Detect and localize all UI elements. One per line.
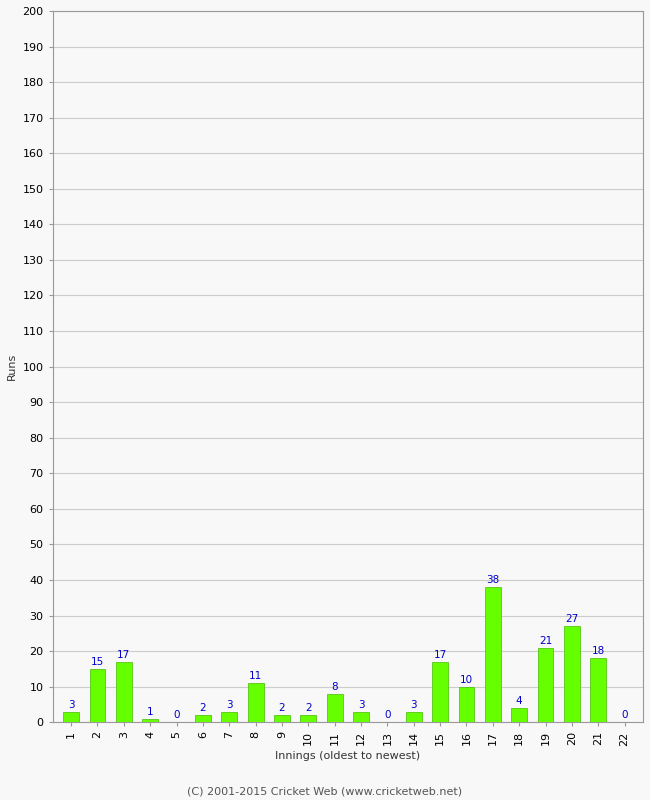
Text: 8: 8: [332, 682, 338, 692]
Bar: [327, 694, 343, 722]
Bar: [222, 711, 237, 722]
Bar: [485, 587, 500, 722]
Text: 2: 2: [279, 703, 285, 714]
Bar: [432, 662, 448, 722]
Text: 4: 4: [516, 696, 523, 706]
Y-axis label: Runs: Runs: [7, 353, 17, 380]
Text: 38: 38: [486, 575, 499, 586]
Text: 17: 17: [117, 650, 131, 660]
X-axis label: Innings (oldest to newest): Innings (oldest to newest): [276, 751, 421, 761]
Text: 2: 2: [305, 703, 311, 714]
Text: 3: 3: [410, 700, 417, 710]
Bar: [406, 711, 422, 722]
Bar: [142, 718, 158, 722]
Bar: [90, 669, 105, 722]
Text: 11: 11: [249, 671, 262, 682]
Bar: [248, 683, 263, 722]
Text: 2: 2: [200, 703, 206, 714]
Bar: [116, 662, 132, 722]
Bar: [590, 658, 606, 722]
Text: 0: 0: [174, 710, 180, 721]
Text: 3: 3: [358, 700, 365, 710]
Bar: [63, 711, 79, 722]
Text: (C) 2001-2015 Cricket Web (www.cricketweb.net): (C) 2001-2015 Cricket Web (www.cricketwe…: [187, 786, 463, 796]
Bar: [512, 708, 527, 722]
Bar: [195, 715, 211, 722]
Bar: [353, 711, 369, 722]
Text: 10: 10: [460, 675, 473, 685]
Text: 18: 18: [592, 646, 605, 657]
Text: 27: 27: [566, 614, 578, 625]
Bar: [564, 626, 580, 722]
Bar: [300, 715, 317, 722]
Text: 0: 0: [621, 710, 628, 721]
Text: 1: 1: [147, 707, 153, 717]
Text: 3: 3: [68, 700, 74, 710]
Text: 15: 15: [91, 657, 104, 667]
Text: 17: 17: [434, 650, 447, 660]
Text: 3: 3: [226, 700, 233, 710]
Bar: [538, 647, 553, 722]
Text: 0: 0: [384, 710, 391, 721]
Bar: [274, 715, 290, 722]
Bar: [458, 686, 474, 722]
Text: 21: 21: [539, 636, 552, 646]
